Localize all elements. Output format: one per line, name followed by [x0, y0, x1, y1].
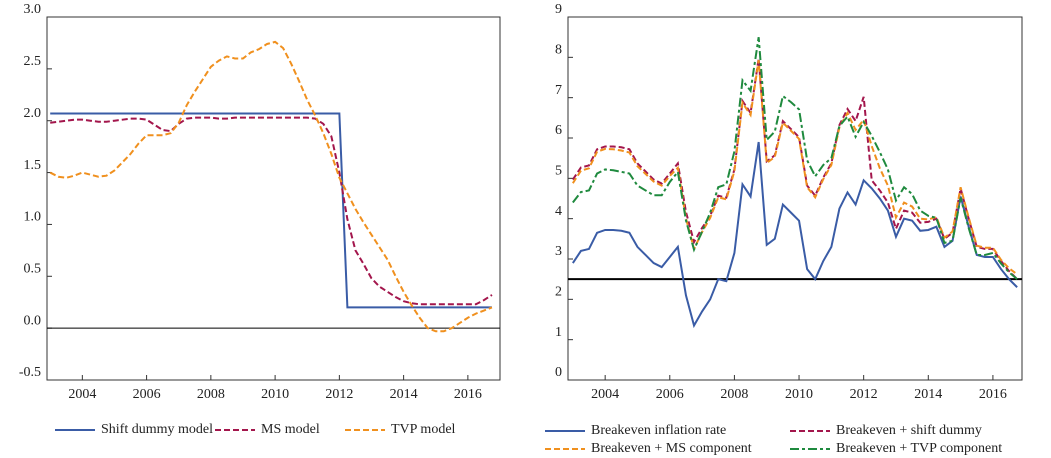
x-tick-label: 2010: [785, 387, 813, 402]
y-tick-label: 2.5: [24, 54, 42, 69]
y-tick-label: 0.0: [24, 313, 42, 328]
y-tick-label: 7: [555, 83, 562, 98]
legend-label: Shift dummy model: [101, 422, 213, 437]
y-tick-label: 3: [555, 244, 562, 259]
legend-label: Breakeven inflation rate: [591, 423, 726, 438]
y-tick-label: 0: [555, 365, 562, 380]
series-line: [49, 40, 493, 333]
x-tick-label: 2014: [914, 387, 942, 402]
x-tick-label: 2004: [591, 387, 619, 402]
legend-label: MS model: [261, 422, 320, 437]
y-tick-label: 4: [555, 204, 562, 219]
series-line: [572, 60, 1018, 276]
y-tick-label: 2.0: [24, 106, 42, 121]
legend-label: Breakeven + shift dummy: [836, 423, 982, 438]
x-tick-label: 2010: [261, 387, 289, 402]
y-tick-label: 1: [555, 325, 562, 340]
y-tick-label: -0.5: [19, 365, 41, 380]
series-line: [50, 116, 493, 306]
x-tick-label: 2014: [390, 387, 418, 402]
series-line: [572, 141, 1018, 329]
y-tick-label: 6: [555, 123, 562, 138]
y-tick-label: 3.0: [24, 2, 42, 17]
x-tick-label: 2006: [133, 387, 161, 402]
x-tick-label: 2008: [720, 387, 748, 402]
x-tick-label: 2016: [454, 387, 482, 402]
series-line: [572, 58, 1018, 280]
y-tick-label: 2: [555, 285, 562, 300]
series-line: [572, 37, 1018, 280]
plot-frame: [46, 16, 501, 381]
x-tick-label: 2012: [850, 387, 878, 402]
y-tick-label: 8: [555, 43, 562, 58]
plot-frame: [567, 16, 1023, 381]
x-tick-label: 2006: [656, 387, 684, 402]
x-tick-label: 2016: [979, 387, 1007, 402]
y-tick-label: 1.5: [24, 158, 42, 173]
legend-label: TVP model: [391, 422, 456, 437]
x-tick-label: 2004: [68, 387, 96, 402]
y-tick-label: 9: [555, 2, 562, 17]
legend-label: Breakeven + TVP component: [836, 441, 1002, 456]
series-line: [50, 112, 492, 309]
y-tick-label: 0.5: [24, 262, 42, 277]
y-tick-label: 5: [555, 164, 562, 179]
y-tick-label: 1.0: [24, 210, 42, 225]
x-tick-label: 2008: [197, 387, 225, 402]
x-tick-label: 2012: [325, 387, 353, 402]
legend-label: Breakeven + MS component: [591, 441, 752, 456]
